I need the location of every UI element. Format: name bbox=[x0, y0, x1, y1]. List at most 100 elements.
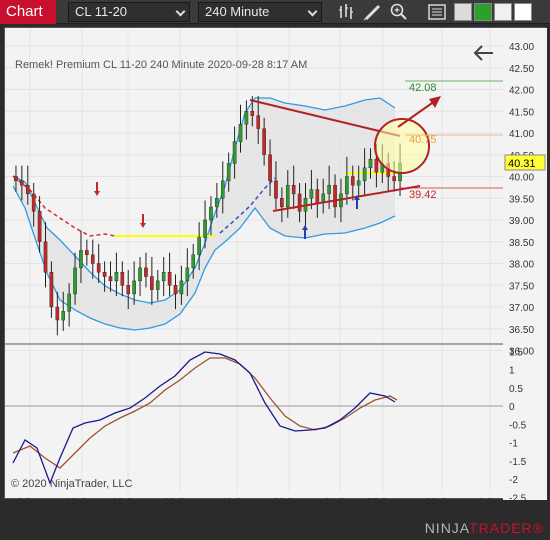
candle-body bbox=[31, 193, 36, 212]
candle-body bbox=[356, 180, 361, 186]
status-bar: NINJATRADER® bbox=[0, 517, 550, 540]
price-tick-label: 41.50 bbox=[509, 107, 534, 118]
candle-body bbox=[232, 141, 237, 164]
color-swatch-3[interactable] bbox=[494, 3, 512, 21]
candle-body bbox=[297, 193, 302, 212]
price-tick-label: 38.50 bbox=[509, 238, 534, 249]
candle-body bbox=[155, 280, 160, 290]
price-tick-label: 38.00 bbox=[509, 260, 534, 271]
price-tick-label: 36.50 bbox=[509, 325, 534, 336]
candle-body bbox=[20, 180, 24, 186]
date-tick-label: 10 Sep bbox=[66, 497, 98, 500]
candle-body bbox=[220, 180, 225, 199]
macd-line bbox=[12, 351, 396, 485]
ninjatrader-logo: NINJATRADER® bbox=[424, 520, 544, 536]
current-price-label: 40.31 bbox=[508, 158, 536, 170]
candle-body bbox=[250, 111, 255, 116]
triangle-upper-line bbox=[249, 99, 401, 137]
candle-body bbox=[327, 184, 331, 195]
arrow-head-icon bbox=[429, 96, 441, 108]
candle-body bbox=[120, 271, 125, 286]
candle-body bbox=[226, 163, 231, 182]
candle-body bbox=[315, 189, 320, 203]
date-tick-label: 18 Sep bbox=[221, 497, 253, 500]
up-arrow-head-icon bbox=[354, 195, 360, 200]
color-swatch-4[interactable] bbox=[514, 3, 532, 21]
midline-down bbox=[12, 175, 116, 237]
candle-body bbox=[345, 176, 349, 195]
zoom-icon[interactable] bbox=[388, 2, 410, 22]
date-tick-label: 2 Oct bbox=[478, 497, 502, 500]
candle-body bbox=[244, 111, 249, 125]
candle-body bbox=[309, 189, 314, 199]
up-arrow-head-icon bbox=[302, 225, 308, 230]
candle-body bbox=[392, 176, 396, 182]
price-tick-label: 39.50 bbox=[509, 194, 534, 205]
candle-body bbox=[150, 276, 154, 290]
candle-body bbox=[126, 285, 131, 295]
target-upper-label: 42.08 bbox=[409, 82, 437, 94]
target-mid-label: 40.75 bbox=[409, 134, 437, 146]
app-title: Chart bbox=[0, 0, 56, 24]
price-tick-label: 39.00 bbox=[509, 216, 534, 227]
breakout-circle bbox=[374, 118, 430, 174]
color-swatch-2[interactable] bbox=[474, 3, 492, 21]
candle-body bbox=[185, 267, 190, 282]
chart-header: Remek! Premium CL 11-20 240 Minute 2020-… bbox=[15, 59, 307, 71]
candle-body bbox=[43, 241, 48, 273]
candle-body bbox=[191, 254, 196, 269]
triangle-lower-line bbox=[272, 185, 421, 212]
back-arrow-icon[interactable] bbox=[473, 45, 493, 61]
date-tick-label: 8 Sep bbox=[17, 497, 44, 500]
candle-body bbox=[368, 158, 373, 169]
candle-body bbox=[285, 184, 290, 208]
candle-body bbox=[167, 271, 172, 286]
projection-arrow bbox=[397, 100, 436, 128]
instrument-selector[interactable]: CL 11-20 bbox=[68, 2, 190, 22]
candle-body bbox=[96, 263, 101, 273]
copyright-text: © 2020 NinjaTrader, LLC bbox=[11, 478, 132, 490]
candle-body bbox=[61, 311, 66, 321]
candle-body bbox=[203, 219, 207, 238]
lower-band-line bbox=[12, 185, 396, 331]
osc-tick-label: 0 bbox=[509, 402, 515, 413]
candle-body bbox=[37, 211, 42, 242]
candle-body bbox=[55, 306, 60, 321]
down-arrow-head-icon bbox=[140, 223, 146, 228]
properties-icon[interactable] bbox=[426, 2, 448, 22]
instrument-label: CL 11-20 bbox=[75, 4, 128, 19]
chart-panel[interactable]: 42.08 40.75 39.42 43.00 42.50 42.00 41.50 41.0… bbox=[4, 27, 547, 508]
candle-body bbox=[132, 280, 136, 295]
price-axis-bg bbox=[503, 28, 547, 500]
candle-body bbox=[173, 285, 178, 295]
chevron-down-icon bbox=[175, 6, 186, 17]
price-chart[interactable]: 42.08 40.75 39.42 43.00 42.50 42.00 41.50 41.0… bbox=[5, 28, 547, 508]
candle-body bbox=[90, 254, 95, 264]
candle-body bbox=[79, 250, 83, 269]
candle-body bbox=[256, 115, 261, 129]
candle-body bbox=[67, 293, 71, 312]
date-tick-label: 13 Sep bbox=[112, 497, 144, 500]
osc-tick-label: 1 bbox=[509, 366, 515, 377]
date-tick-label: 30 Sep bbox=[426, 497, 458, 500]
drawing-pencil-icon[interactable] bbox=[362, 2, 384, 22]
candle-body bbox=[49, 271, 54, 308]
timeframe-label: 240 Minute bbox=[205, 4, 270, 19]
candle-body bbox=[197, 237, 201, 255]
timeframe-selector[interactable]: 240 Minute bbox=[198, 2, 322, 22]
candle-body bbox=[350, 176, 355, 186]
bar-chart-icon[interactable] bbox=[336, 2, 358, 22]
color-swatch-1[interactable] bbox=[454, 3, 472, 21]
candle-body bbox=[374, 158, 379, 173]
candle-body bbox=[144, 267, 148, 277]
candle-body bbox=[179, 280, 184, 295]
candle-body bbox=[102, 271, 107, 277]
candle-body bbox=[262, 128, 266, 155]
candle-body bbox=[138, 267, 142, 282]
candle-body bbox=[108, 276, 113, 282]
toolbar: Chart CL 11-20 240 Minute bbox=[0, 0, 550, 24]
price-tick-label: 40.00 bbox=[509, 173, 534, 184]
date-tick-label: 16 Sep bbox=[164, 497, 196, 500]
price-tick-label: 41.00 bbox=[509, 129, 534, 140]
band-fill bbox=[13, 98, 395, 330]
